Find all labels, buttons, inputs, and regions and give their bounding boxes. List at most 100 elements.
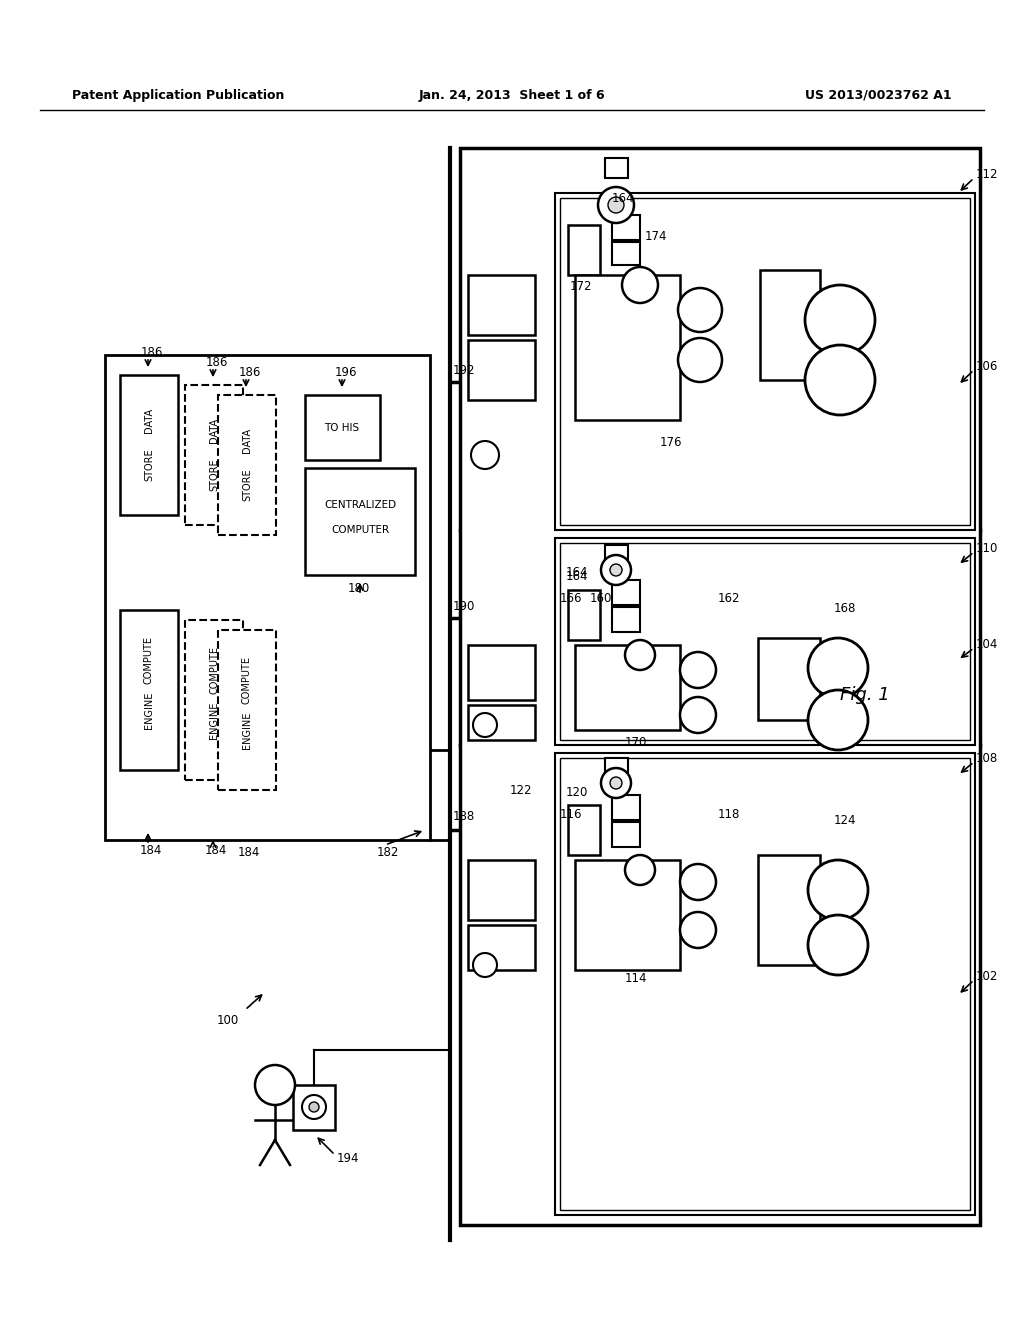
- Bar: [612, 215, 640, 240]
- Text: ENGINE: ENGINE: [144, 692, 154, 729]
- Bar: [568, 590, 600, 640]
- Bar: [612, 579, 640, 605]
- Circle shape: [680, 697, 716, 733]
- Circle shape: [680, 652, 716, 688]
- Text: 160: 160: [590, 591, 612, 605]
- Text: ENGINE: ENGINE: [242, 711, 252, 748]
- Text: 100: 100: [217, 1014, 240, 1027]
- Text: 102: 102: [976, 970, 998, 983]
- Bar: [575, 645, 680, 730]
- Circle shape: [473, 713, 497, 737]
- Text: COMPUTE: COMPUTE: [209, 645, 219, 694]
- Bar: [758, 855, 820, 965]
- Circle shape: [680, 912, 716, 948]
- Circle shape: [610, 777, 622, 789]
- Text: STORE: STORE: [144, 449, 154, 482]
- Text: 184: 184: [140, 843, 163, 857]
- Text: 182: 182: [377, 846, 399, 858]
- Bar: [555, 193, 975, 531]
- Bar: [612, 607, 640, 632]
- Bar: [460, 148, 980, 1225]
- Bar: [575, 275, 680, 420]
- Text: Fig. 1: Fig. 1: [840, 686, 890, 704]
- Text: TO HIS: TO HIS: [325, 422, 359, 433]
- Text: DATA: DATA: [209, 417, 219, 442]
- Text: US 2013/0023762 A1: US 2013/0023762 A1: [805, 88, 952, 102]
- Text: 166: 166: [560, 591, 583, 605]
- Circle shape: [601, 768, 631, 799]
- Bar: [468, 861, 535, 920]
- Text: 170: 170: [625, 735, 647, 748]
- Text: 112: 112: [976, 169, 998, 181]
- Text: STORE: STORE: [209, 458, 219, 491]
- Text: Patent Application Publication: Patent Application Publication: [72, 88, 285, 102]
- Circle shape: [808, 861, 868, 920]
- Bar: [218, 395, 276, 535]
- Text: 106: 106: [976, 360, 998, 374]
- Circle shape: [625, 855, 655, 884]
- Bar: [293, 1085, 335, 1130]
- Text: 104: 104: [976, 639, 998, 652]
- Bar: [612, 242, 640, 265]
- Bar: [568, 805, 600, 855]
- Bar: [105, 355, 430, 840]
- Circle shape: [601, 554, 631, 585]
- Bar: [760, 271, 820, 380]
- Bar: [218, 630, 276, 789]
- Text: 168: 168: [834, 602, 856, 615]
- Text: 116: 116: [560, 808, 583, 821]
- Text: DATA: DATA: [242, 428, 252, 453]
- Text: Jan. 24, 2013  Sheet 1 of 6: Jan. 24, 2013 Sheet 1 of 6: [419, 88, 605, 102]
- Bar: [575, 861, 680, 970]
- Circle shape: [625, 640, 655, 671]
- Text: 174: 174: [645, 231, 668, 243]
- Bar: [605, 545, 628, 560]
- Bar: [120, 610, 178, 770]
- Text: ENGINE: ENGINE: [209, 701, 219, 739]
- Bar: [612, 795, 640, 820]
- Text: 192: 192: [453, 363, 475, 376]
- Text: 176: 176: [660, 436, 683, 449]
- Bar: [555, 752, 975, 1214]
- Circle shape: [808, 690, 868, 750]
- Text: 184: 184: [238, 846, 260, 859]
- Bar: [468, 925, 535, 970]
- Text: 184: 184: [205, 843, 227, 857]
- Bar: [560, 198, 970, 525]
- Text: 164: 164: [566, 570, 589, 583]
- Circle shape: [473, 953, 497, 977]
- Circle shape: [302, 1096, 326, 1119]
- Bar: [560, 758, 970, 1210]
- Circle shape: [471, 441, 499, 469]
- Circle shape: [598, 187, 634, 223]
- Text: 124: 124: [834, 813, 856, 826]
- Circle shape: [805, 285, 874, 355]
- Circle shape: [610, 564, 622, 576]
- Text: 164: 164: [612, 191, 635, 205]
- Text: DATA: DATA: [144, 408, 154, 433]
- Bar: [120, 375, 178, 515]
- Circle shape: [808, 638, 868, 698]
- Text: 180: 180: [348, 582, 371, 594]
- Circle shape: [255, 1065, 295, 1105]
- Text: 110: 110: [976, 543, 998, 556]
- Text: 186: 186: [239, 366, 261, 379]
- Text: STORE: STORE: [242, 469, 252, 502]
- Bar: [560, 543, 970, 741]
- Circle shape: [309, 1102, 319, 1111]
- Circle shape: [622, 267, 658, 304]
- Text: 162: 162: [718, 591, 740, 605]
- Bar: [758, 638, 820, 719]
- Text: 194: 194: [337, 1151, 359, 1164]
- Text: 118: 118: [718, 808, 740, 821]
- Text: COMPUTER: COMPUTER: [331, 525, 389, 535]
- Text: 196: 196: [335, 366, 357, 379]
- Text: 164: 164: [566, 566, 589, 579]
- Text: 190: 190: [453, 599, 475, 612]
- Bar: [568, 224, 600, 275]
- Bar: [612, 822, 640, 847]
- Bar: [185, 620, 243, 780]
- Circle shape: [608, 197, 624, 213]
- Text: 122: 122: [510, 784, 532, 796]
- Bar: [468, 341, 535, 400]
